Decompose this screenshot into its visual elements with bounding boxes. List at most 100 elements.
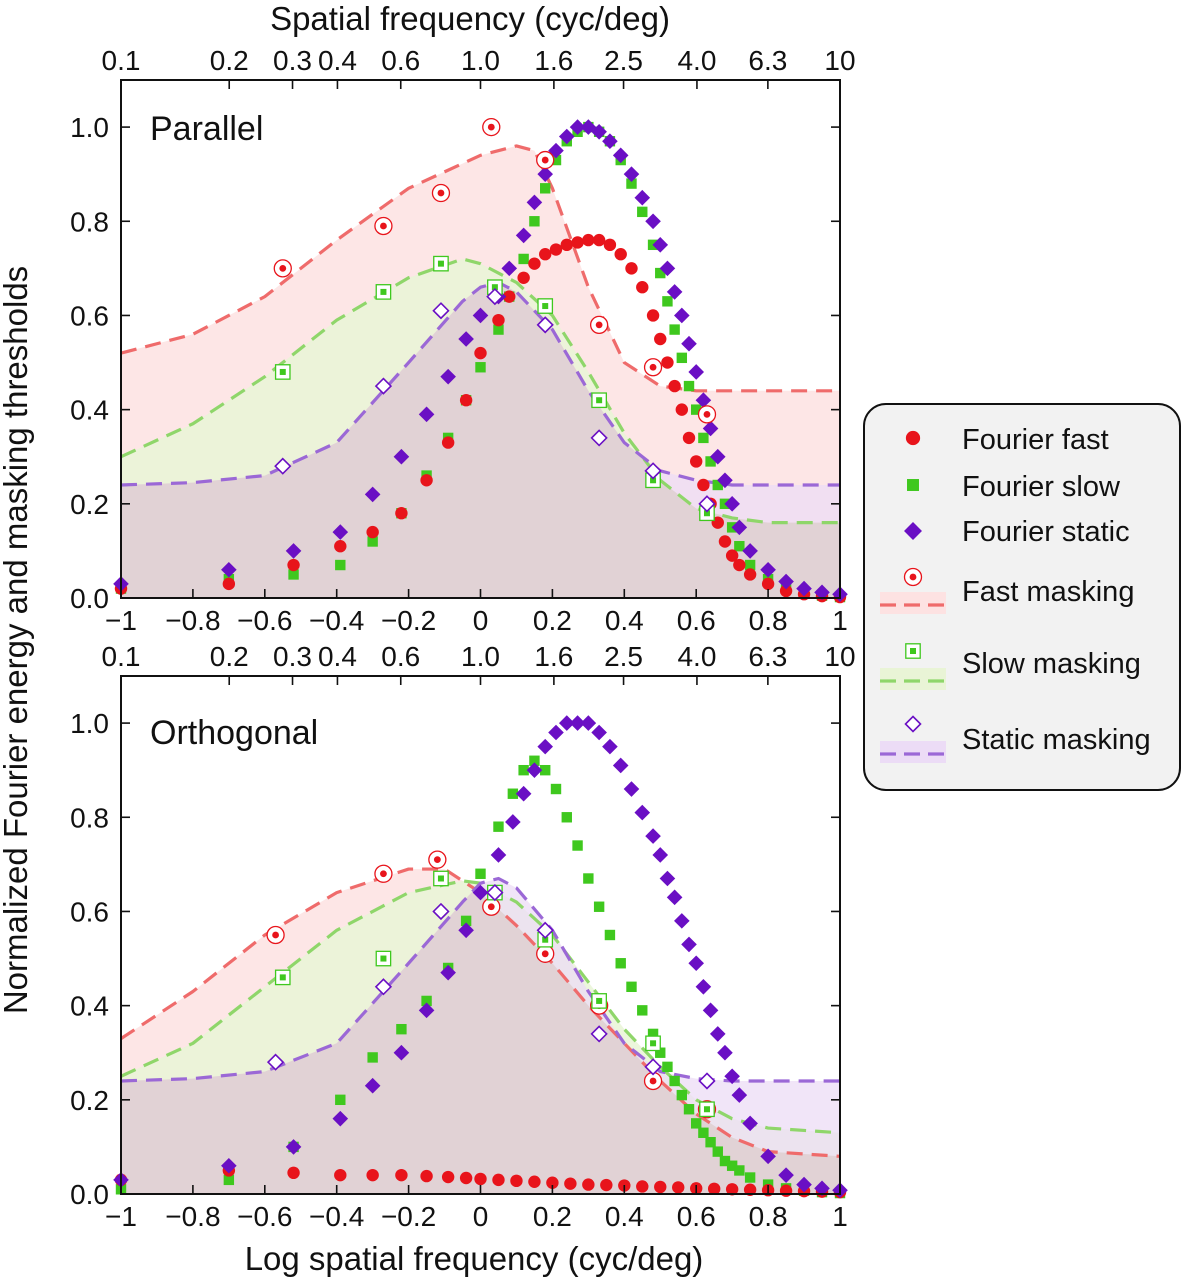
fourier-fast-point (334, 540, 347, 553)
fourier-fast-point (636, 281, 649, 294)
fourier-slow-point (662, 296, 673, 307)
fourier-fast-point (718, 535, 732, 548)
fourier-slow-point (691, 404, 702, 415)
fourier-fast-point (672, 1181, 685, 1194)
fourier-static-point (418, 1002, 435, 1019)
fourier-static-point (681, 335, 697, 352)
fourier-static-point (695, 392, 712, 409)
fourier-fast-point (366, 1168, 379, 1182)
fourier-slow-point (475, 868, 486, 879)
masking-slow-point (433, 870, 449, 887)
masking-curve-slow (121, 257, 840, 525)
panel-title-orthogonal: Orthogonal (150, 714, 318, 752)
panel-orthogonal: −1 −0.8 −0.6 −0.4 −0.2 0 0.2 0.4 0.6 0.8 1 0.1 0.2 0.… (70, 641, 856, 1232)
fourier-static-point (285, 1139, 302, 1155)
fourier-static-point (458, 922, 474, 939)
masking-slow-point (537, 298, 554, 314)
fourier-fast-point (592, 233, 606, 247)
fourier-fast-point (287, 558, 300, 572)
fourier-static-point (548, 724, 564, 741)
x-tick-label: 0.8 (749, 605, 788, 636)
top-tick-label: 0.2 (210, 45, 249, 76)
masking-static-point (374, 978, 393, 996)
fourier-static-point (558, 715, 575, 731)
y-tick-label: 0.4 (70, 395, 109, 426)
x-tick-label: −0.6 (237, 1201, 292, 1232)
fourier-static-point (731, 1087, 748, 1103)
fourier-fast-point (420, 474, 433, 487)
fourier-slow-point (637, 1005, 648, 1016)
top-tick-label: 6.3 (748, 641, 787, 672)
fourier-static-point (674, 913, 690, 929)
fourier-fast-point (743, 1183, 757, 1196)
legend-fill-static (880, 741, 946, 763)
fourier-static-point (709, 448, 726, 465)
fourier-fast-point (690, 455, 703, 468)
fourier-slow-point (669, 324, 680, 335)
fourier-fast-point (725, 549, 739, 562)
x-tick-label: −0.2 (381, 605, 436, 636)
fourier-fast-point (334, 1168, 347, 1182)
legend-marker-static-masking (904, 715, 922, 733)
masking-fast-point (589, 315, 609, 335)
fourier-fast-point (420, 1169, 433, 1183)
top-tick-label: 10 (824, 641, 855, 672)
masking-fast-point (374, 864, 393, 883)
fourier-fast-point (603, 238, 617, 252)
fourier-slow-point (493, 821, 504, 832)
legend-label-static-masking: Static masking (962, 724, 1151, 756)
top-tick-label: 0.1 (102, 641, 141, 672)
masking-fast-point (431, 183, 451, 203)
fourier-static-point (645, 213, 661, 230)
fourier-fast-point (474, 346, 487, 360)
y-axis-title: Normalized Fourier energy and masking th… (0, 266, 34, 1014)
masking-fast-point (643, 1071, 663, 1091)
fourier-fast-point (779, 1184, 793, 1197)
y-tick-label: 0.0 (70, 1179, 109, 1210)
fourier-slow-point (726, 1160, 738, 1171)
masking-static-point (536, 921, 554, 939)
fourier-static-point (602, 133, 618, 150)
masking-fast-point (482, 897, 501, 916)
y-tick-label: 0.8 (70, 802, 109, 833)
fourier-fast-point (582, 1178, 595, 1191)
fourier-static-point (760, 1148, 776, 1165)
masking-slow-point (591, 993, 607, 1009)
fourier-fast-point (779, 584, 793, 598)
fourier-slow-point (719, 1155, 731, 1167)
masking-slow-point (645, 1035, 661, 1052)
masking-static-point (644, 1058, 662, 1076)
fourier-static-point (702, 1002, 719, 1019)
fourier-static-point (591, 124, 607, 140)
fourier-static-point (458, 331, 474, 347)
x-tick-label: 1 (832, 1201, 848, 1232)
masking-fast-point (428, 850, 447, 869)
fourier-slow-point (561, 812, 572, 823)
fourier-slow-point (676, 1089, 688, 1101)
fourier-static-point (652, 847, 669, 863)
top-tick-label: 0.2 (210, 641, 249, 672)
fourier-slow-point (529, 755, 540, 766)
fourier-static-point (569, 715, 586, 731)
masking-fast-point (266, 925, 285, 945)
fourier-slow-point (507, 788, 519, 799)
fourier-slow-point (223, 1174, 235, 1186)
masking-slow-point (375, 950, 392, 967)
fourier-static-point (717, 1044, 733, 1061)
fourier-static-point (580, 715, 597, 731)
fourier-slow-point (676, 352, 688, 364)
top-tick-label: 0.6 (381, 45, 420, 76)
fourier-static-point (526, 762, 543, 778)
fourier-static-point (418, 406, 435, 423)
fourier-slow-point (540, 764, 551, 776)
fourier-fast-point (654, 1180, 667, 1194)
fourier-static-point (666, 284, 683, 300)
fourier-slow-point (705, 1137, 716, 1148)
top-tick-label: 4.0 (677, 641, 716, 672)
fourier-fast-point (492, 1173, 505, 1187)
fourier-static-point (724, 1068, 740, 1085)
x-tick-label: −0.2 (381, 1201, 436, 1232)
fourier-static-point (505, 814, 521, 830)
legend-label-fourier-fast: Fourier fast (962, 424, 1109, 456)
fourier-fast-point (222, 577, 236, 591)
